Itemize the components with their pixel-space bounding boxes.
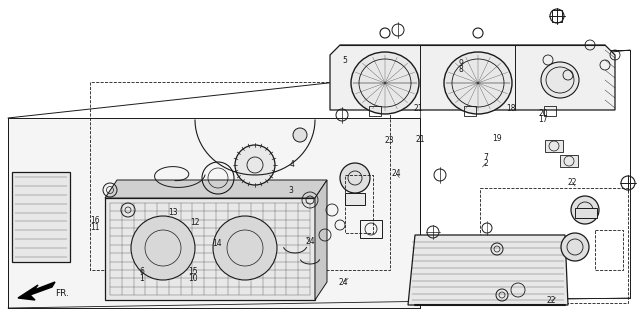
Bar	[552, 10, 562, 22]
Ellipse shape	[351, 52, 419, 114]
Bar	[560, 155, 578, 167]
Text: 19: 19	[492, 134, 502, 143]
Text: 15: 15	[188, 267, 198, 276]
Bar	[464, 106, 476, 116]
Circle shape	[235, 145, 275, 185]
Text: 20: 20	[538, 109, 548, 118]
Circle shape	[293, 128, 307, 142]
Text: 22: 22	[568, 178, 577, 187]
Text: FR.: FR.	[55, 289, 69, 298]
Polygon shape	[105, 180, 327, 198]
Polygon shape	[408, 235, 568, 305]
Text: 24: 24	[391, 169, 401, 178]
Polygon shape	[12, 172, 70, 262]
Bar	[544, 106, 556, 116]
Text: 2: 2	[483, 159, 488, 168]
Text: 21: 21	[414, 104, 423, 113]
Text: 3: 3	[288, 186, 293, 195]
Polygon shape	[330, 45, 615, 110]
Text: 5: 5	[343, 56, 348, 65]
Text: 4: 4	[289, 160, 295, 169]
Text: 12: 12	[190, 218, 199, 227]
Ellipse shape	[541, 62, 579, 98]
Bar	[369, 106, 381, 116]
Text: 16: 16	[89, 216, 100, 225]
Circle shape	[571, 196, 599, 224]
Text: 6: 6	[139, 267, 144, 276]
Polygon shape	[315, 180, 327, 300]
Bar	[575, 208, 597, 218]
Bar	[480, 188, 628, 303]
Text: 24: 24	[305, 237, 315, 246]
Text: 18: 18	[507, 104, 516, 113]
Text: 21: 21	[416, 135, 425, 144]
Circle shape	[131, 216, 195, 280]
Text: 23: 23	[385, 136, 395, 145]
Text: 24: 24	[338, 278, 348, 287]
Bar	[360, 220, 382, 238]
Text: 1: 1	[139, 274, 144, 283]
Bar	[345, 175, 373, 233]
Text: 9: 9	[459, 60, 464, 68]
Bar	[595, 230, 623, 270]
Polygon shape	[18, 282, 55, 300]
Polygon shape	[105, 198, 315, 300]
Text: 13: 13	[167, 208, 178, 217]
Text: 14: 14	[212, 239, 222, 248]
Text: 22: 22	[547, 296, 556, 305]
Ellipse shape	[444, 52, 512, 114]
Text: 17: 17	[538, 116, 548, 124]
Text: 10: 10	[188, 274, 198, 283]
Polygon shape	[8, 118, 420, 308]
Text: 8: 8	[459, 65, 464, 74]
Bar	[545, 140, 563, 152]
Circle shape	[340, 163, 370, 193]
Bar	[345, 193, 365, 205]
Circle shape	[561, 233, 589, 261]
Text: 7: 7	[483, 153, 488, 162]
Circle shape	[213, 216, 277, 280]
Text: 11: 11	[90, 223, 99, 232]
